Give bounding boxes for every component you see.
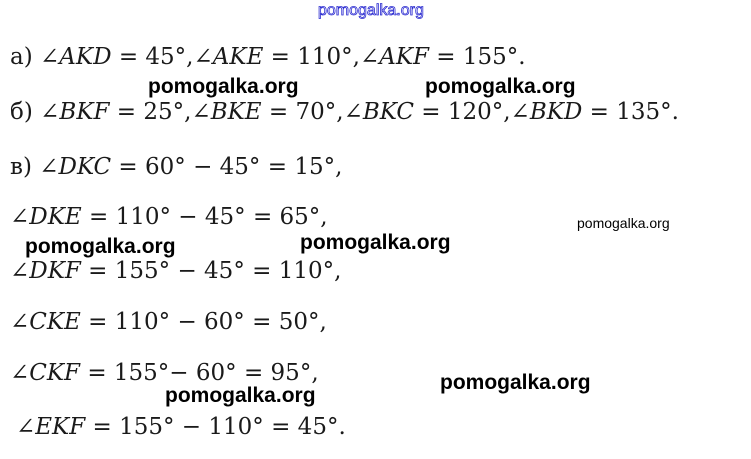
angle-name: ∠AKF — [359, 44, 429, 70]
angle-name: ∠AKE — [193, 44, 264, 70]
math-text: а) — [10, 44, 40, 70]
angle-name: ∠CKE — [10, 309, 81, 335]
equation-ckf: ∠CKF = 155°− 60° = 95°, — [10, 362, 319, 385]
watermark: pomogalka.org — [300, 231, 451, 254]
angle-name: ∠BKF — [40, 99, 110, 125]
watermark: pomogalka.org — [25, 235, 176, 258]
answer-line-v: в) ∠DKC = 60° − 45° = 15°, — [10, 156, 342, 179]
math-text: = 45°, — [111, 44, 194, 70]
math-text: б) — [10, 99, 41, 125]
math-text: = 155° − 110° = 45°. — [85, 414, 346, 440]
math-text: = 110° − 45° = 65°, — [81, 204, 328, 230]
angle-name: ∠DKE — [10, 204, 82, 230]
angle-name: ∠BKC — [343, 99, 414, 125]
angle-name: ∠CKF — [10, 360, 81, 386]
equation-ekf: ∠EKF = 155° − 110° = 45°. — [16, 416, 346, 439]
angle-name: ∠BKD — [510, 99, 583, 125]
math-text: = 135°. — [582, 99, 679, 125]
answer-line-b: б) ∠BKF = 25°,∠BKE = 70°,∠BKC = 120°,∠BK… — [10, 101, 679, 124]
watermark-small: pomogalka.org — [577, 215, 670, 231]
math-text: = 110° − 60° = 50°, — [80, 309, 327, 335]
math-text: = 120°, — [413, 99, 511, 125]
math-text: в) — [10, 154, 40, 180]
angle-name: ∠DKF — [10, 258, 81, 284]
angle-name: ∠EKF — [16, 414, 86, 440]
math-text: = 155°. — [429, 44, 526, 70]
angle-name: ∠DKC — [39, 154, 112, 180]
watermark: pomogalka.org — [425, 75, 576, 98]
answer-line-a: а) ∠AKD = 45°,∠AKE = 110°,∠AKF = 155°. — [10, 46, 526, 69]
math-text: = 155°− 60° = 95°, — [80, 360, 319, 386]
watermark: pomogalka.org — [148, 75, 299, 98]
math-text: = 110°, — [263, 44, 360, 70]
watermark-top: pomogalka.org — [318, 2, 425, 19]
math-text: = 155° − 45° = 110°, — [80, 258, 342, 284]
watermark: pomogalka.org — [165, 384, 316, 407]
math-text: = 70°, — [261, 99, 344, 125]
math-text: = 25°, — [109, 99, 192, 125]
angle-name: ∠AKD — [40, 44, 112, 70]
watermark: pomogalka.org — [440, 371, 591, 394]
equation-dkf: ∠DKF = 155° − 45° = 110°, — [10, 260, 341, 283]
equation-cke: ∠CKE = 110° − 60° = 50°, — [10, 311, 327, 334]
math-text: = 60° − 45° = 15°, — [111, 154, 343, 180]
angle-name: ∠BKE — [191, 99, 262, 125]
equation-dke: ∠DKE = 110° − 45° = 65°, — [10, 206, 328, 229]
